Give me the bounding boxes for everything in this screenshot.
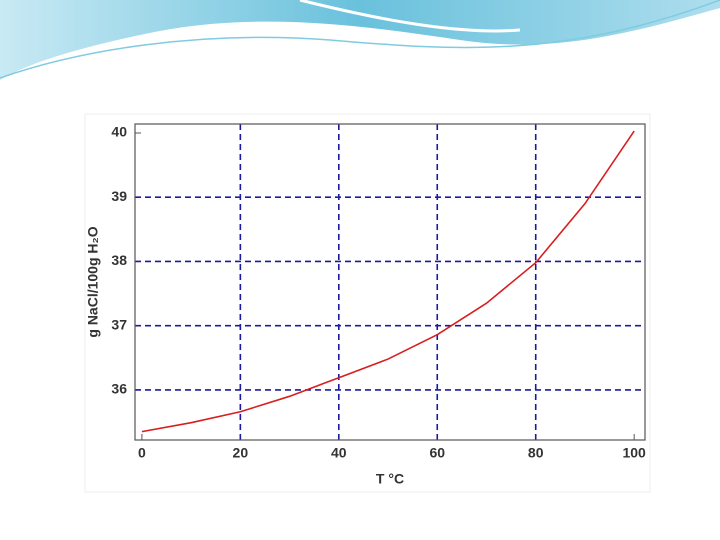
x-tick-label: 100 [622,445,646,461]
y-axis-label: g NaCl/100g H₂O [85,226,101,337]
x-tick-label: 60 [429,445,445,461]
swoosh-highlight [299,0,521,33]
chart: T °C g NaCl/100g H₂O 0 20 40 60 80 100 36 37 38 3… [85,123,646,487]
data-line [141,130,635,433]
y-tick-label: 38 [111,252,127,268]
y-tick-label: 39 [111,188,127,204]
swoosh-line [0,0,720,79]
x-tick-label: 20 [233,445,249,461]
x-tick-label: 0 [138,445,146,461]
x-tick-label: 80 [528,445,544,461]
y-tick-label: 40 [111,124,127,140]
header-swoosh [0,0,720,80]
plot-frame [134,123,646,441]
x-tick-label: 40 [331,445,347,461]
y-tick-label: 36 [111,381,127,397]
y-tick-label: 37 [111,316,127,332]
chart-panel [84,113,651,493]
x-axis-label: T °C [376,471,404,487]
